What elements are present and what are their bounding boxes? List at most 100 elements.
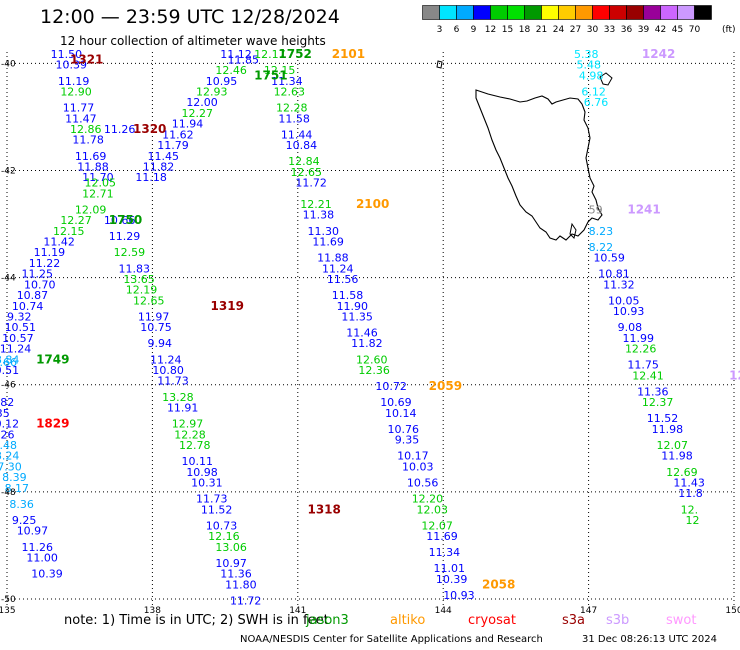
pass-time-label: 1749 [36, 352, 69, 366]
satellite-legend-item: cryosat [468, 613, 516, 628]
latitude-tick-label: -46 [1, 381, 16, 391]
wave-height-value: 11.42 [43, 235, 75, 248]
wave-height-value: 12.97 [172, 418, 204, 431]
wave-height-value: 11.94 [172, 118, 204, 131]
wave-height-value: 9.94 [148, 337, 173, 350]
pass-time-label: 1319 [211, 299, 244, 313]
wave-height-value: 12.15 [53, 225, 85, 238]
latitude-tick-label: -44 [1, 274, 16, 284]
wave-height-value: 10.80 [152, 364, 184, 377]
wave-height-value: 11.58 [278, 112, 310, 125]
longitude-tick-label: 144 [435, 606, 452, 616]
wave-height-value: 12.90 [60, 85, 92, 98]
wave-height-value: 11.12 [220, 48, 252, 61]
wave-height-value: 10.39 [55, 59, 87, 72]
pass-time-label: 1320 [133, 122, 166, 136]
scale-tick-label: 3 [437, 25, 443, 35]
wave-height-value: 10.11 [181, 455, 213, 468]
scale-unit-label: (ft) [722, 25, 736, 35]
wave-height-value: 11.01 [434, 562, 466, 575]
pass-time-label: 2058 [482, 577, 515, 591]
wave-height-value: 9.08 [618, 321, 643, 334]
wave-height-value: 10.57 [2, 332, 33, 345]
pass-time-label: 2100 [356, 197, 389, 211]
wave-height-value: 11.83 [118, 262, 149, 275]
wave-height-value: 10.56 [407, 477, 439, 490]
wave-height-value: 8.22 [589, 241, 614, 254]
tasmania-coastline [436, 60, 613, 241]
wave-height-value: 8.24 [0, 450, 19, 463]
wave-height-value: 10.75 [140, 321, 172, 334]
satellite-legend-item: swot [666, 613, 697, 628]
wave-height-value: 11.24 [0, 343, 31, 356]
wave-height-value: 8.36 [9, 498, 34, 511]
wave-height-value: 12.27 [181, 107, 213, 120]
wave-height-value: 13.06 [215, 541, 247, 554]
wave-height-value: 12 [686, 514, 700, 527]
wave-height-color-scale: 3 6 9 12 15 18 21 24 27 30 33 36 39 42 45 70 (ft) [422, 5, 736, 35]
wave-height-value: 12.05 [85, 177, 117, 190]
wave-height-value: 11.90 [337, 300, 369, 313]
wave-height-value: 12.15 [264, 64, 296, 77]
wave-height-value: 11.45 [148, 150, 180, 163]
wave-height-value: 12.07 [656, 439, 688, 452]
wave-height-value: 13.65 [123, 273, 155, 286]
wave-height-value: 10.51 [5, 321, 37, 334]
wave-height-value: 10.72 [375, 380, 407, 393]
footnote: note: 1) Time is in UTC; 2) SWH is in fe… [64, 613, 329, 628]
pass-time-label: 2101 [332, 47, 365, 61]
wave-height-value: 11.75 [627, 359, 659, 372]
wave-height-value: 11.82 [143, 160, 175, 173]
wave-height-value: 10.59 [593, 252, 625, 265]
wave-height-value: 11.78 [72, 134, 104, 147]
wave-height-value: 12.27 [60, 214, 92, 227]
wave-height-value: 11.88 [77, 160, 109, 173]
generation-timestamp: 31 Dec 08:26:13 UTC 2024 [582, 634, 717, 645]
latitude-tick-label: -40 [1, 59, 16, 69]
pass-time-label: 2059 [429, 379, 462, 393]
wave-height-value: 10.81 [598, 268, 630, 281]
wave-height-value: 12.46 [215, 64, 247, 77]
wave-height-value: 11.97 [138, 310, 170, 323]
wave-height-value: 6.76 [584, 96, 609, 109]
wave-height-value: 12.37 [642, 396, 674, 409]
wave-height-value: 11.47 [65, 112, 97, 125]
wave-height-value: 10.93 [613, 305, 645, 318]
wave-height-value: 11.24 [322, 262, 354, 275]
scale-tick-label: 9 [471, 25, 477, 35]
wave-height-value: 10.03 [402, 460, 434, 473]
tasmania-outline [475, 89, 603, 241]
wave-height-value: 11.36 [637, 385, 669, 398]
wave-height-value: 59 [589, 203, 603, 216]
scale-tick-label: 12 [485, 25, 496, 35]
wave-height-value: 10.51 [0, 364, 19, 377]
wave-height-value: 11.29 [109, 230, 141, 243]
satellite-legend-item: s3a [562, 613, 586, 628]
wave-height-value: 11.91 [167, 402, 199, 415]
scale-tick-label: 42 [655, 25, 666, 35]
flinders-island [599, 72, 613, 86]
wave-height-value: 10.74 [12, 300, 43, 313]
wave-height-value: 9.66 [0, 356, 17, 369]
wave-height-value: 11.73 [196, 493, 228, 506]
scale-tick-label: 15 [502, 25, 513, 35]
wave-height-value: 12.20 [412, 493, 444, 506]
wave-height-value: 12.84 [288, 155, 320, 168]
wave-height-value: 11.50 [51, 48, 82, 61]
pass-time-label: 1318 [307, 502, 340, 516]
wave-height-value: 12.21 [300, 198, 332, 211]
wave-height-value: 12.03 [417, 503, 449, 516]
wave-height-value: 10.31 [191, 477, 223, 490]
wave-height-value: 11.30 [307, 225, 339, 238]
wave-height-value: 11.26 [104, 123, 136, 136]
wave-height-value: 12. [681, 503, 699, 516]
wave-height-value: 10.76 [387, 423, 419, 436]
wave-height-value: 11.82 [351, 337, 383, 350]
wave-height-value: 12.17 [254, 48, 286, 61]
longitude-tick-label: 141 [289, 606, 306, 616]
longitude-tick-label: 147 [580, 606, 597, 616]
scale-tick-label: 24 [553, 25, 565, 35]
wave-height-value: 10.97 [17, 525, 49, 538]
pass-time-label: 1829 [36, 417, 69, 431]
